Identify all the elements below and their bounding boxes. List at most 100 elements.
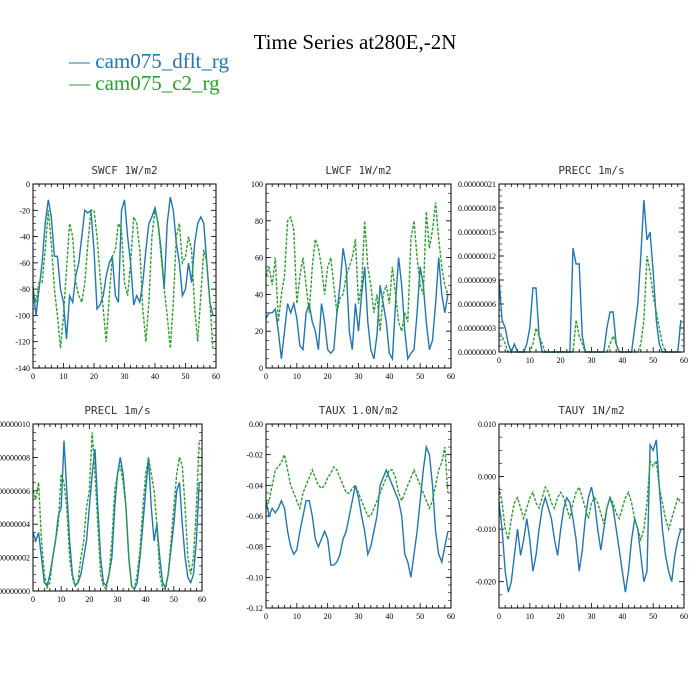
- x-tick-label: 20: [324, 372, 332, 381]
- plot-frame: [32, 183, 217, 369]
- y-tick-label: 100: [251, 180, 263, 189]
- series-line-cam075_c2_rg: [265, 202, 449, 332]
- x-tick-label: 30: [355, 612, 363, 621]
- x-tick-label: 50: [649, 356, 657, 365]
- x-tick-label: 10: [60, 372, 68, 381]
- series-line-cam075_dflt_rg: [265, 248, 449, 362]
- x-tick-label: 0: [497, 612, 501, 621]
- y-tick-label: -100: [15, 311, 30, 320]
- y-tick-label: 0.00000009: [458, 276, 496, 285]
- y-tick-label: 0.00000006: [458, 300, 496, 309]
- y-tick-label: -20: [19, 206, 30, 215]
- y-tick-label: 0.00000008: [0, 453, 30, 462]
- chart-panel-4: PRECL 1m/s 0 10 20 30 40 50 60 0.00000000 0.00000…: [0, 404, 206, 604]
- series-line-cam075_c2_rg: [265, 446, 449, 517]
- y-tick-label: -0.020: [475, 578, 496, 587]
- y-tick-label: 0.00000003: [458, 324, 496, 333]
- y-tick-label: 0.00000000: [0, 587, 30, 596]
- series-line-cam075_dflt_rg: [498, 199, 682, 354]
- y-tick-label: -80: [19, 285, 30, 294]
- plot-frame: [498, 423, 685, 609]
- y-tick-label: -60: [19, 259, 30, 268]
- x-tick-label: 50: [649, 612, 657, 621]
- x-tick-label: 60: [212, 372, 220, 381]
- plot-frame: [265, 423, 452, 609]
- y-tick-label: 40: [255, 290, 263, 299]
- y-tick-label: 0.00000000: [458, 348, 496, 357]
- y-tick-label: 0.000: [478, 473, 496, 482]
- y-tick-label: 20: [255, 327, 263, 336]
- figure-title: Time Series at280E,-2N: [254, 30, 457, 54]
- x-tick-label: 10: [526, 356, 534, 365]
- x-tick-label: 60: [680, 356, 688, 365]
- x-tick-label: 10: [293, 612, 301, 621]
- plot-frame: [265, 183, 452, 369]
- y-tick-label: 0.00000021: [458, 180, 496, 189]
- series-line-cam075_c2_rg: [32, 432, 200, 591]
- x-tick-label: 50: [170, 595, 178, 604]
- x-tick-label: 30: [121, 372, 129, 381]
- panel-title: PRECC 1m/s: [558, 164, 624, 177]
- y-tick-label: 0.00000006: [0, 487, 30, 496]
- x-tick-label: 0: [264, 372, 268, 381]
- x-tick-label: 10: [293, 372, 301, 381]
- x-tick-label: 30: [588, 356, 596, 365]
- x-tick-label: 40: [151, 372, 159, 381]
- x-tick-label: 40: [385, 612, 393, 621]
- x-tick-label: 20: [90, 372, 98, 381]
- x-tick-label: 50: [182, 372, 190, 381]
- y-tick-label: -0.010: [475, 525, 496, 534]
- panel-title: TAUX 1.0N/m2: [319, 404, 398, 417]
- x-tick-label: 0: [31, 595, 35, 604]
- y-tick-label: 0: [259, 364, 263, 373]
- x-tick-label: 30: [355, 372, 363, 381]
- chart-panel-2: LWCF 1W/m2 0 10 20 30 40 50 60 0 20 40 60 80 100: [251, 164, 455, 381]
- x-tick-label: 30: [588, 612, 596, 621]
- y-tick-label: 0.010: [478, 420, 496, 429]
- y-tick-label: 0.00000004: [0, 520, 30, 529]
- x-tick-label: 10: [526, 612, 534, 621]
- y-tick-label: 0.00000012: [458, 252, 496, 261]
- series-line-cam075_dflt_rg: [498, 439, 682, 593]
- y-tick-label: -120: [15, 338, 30, 347]
- x-tick-label: 20: [85, 595, 93, 604]
- chart-panel-5: TAUX 1.0N/m2 0 10 20 30 40 50 60 0.00 -0.02 -0.04 -…: [246, 404, 455, 621]
- x-tick-label: 10: [57, 595, 65, 604]
- y-tick-label: 0.00000002: [0, 554, 30, 563]
- x-tick-label: 50: [416, 372, 424, 381]
- y-tick-label: -0.04: [246, 481, 263, 490]
- y-tick-label: -0.12: [246, 604, 263, 613]
- x-tick-label: 40: [385, 372, 393, 381]
- y-tick-label: -140: [15, 364, 30, 373]
- y-tick-label: 0.00000015: [458, 228, 496, 237]
- y-tick-label: -40: [19, 233, 30, 242]
- x-tick-label: 60: [198, 595, 206, 604]
- x-tick-label: 0: [264, 612, 268, 621]
- chart-panel-6: TAUY 1N/m2 0 10 20 30 40 50 60 0.010 0.000 -0.010 -…: [475, 404, 688, 621]
- series-line-cam075_dflt_rg: [32, 196, 214, 340]
- y-tick-label: -0.10: [246, 573, 263, 582]
- chart-panel-3: PRECC 1m/s 0 10 20 30 40 50 60 0.00000000 0.00000…: [458, 164, 688, 365]
- y-tick-label: -0.06: [246, 512, 263, 521]
- x-tick-label: 20: [557, 356, 565, 365]
- series-line-cam075_c2_rg: [498, 458, 682, 543]
- series-line-cam075_c2_rg: [32, 209, 214, 349]
- x-tick-label: 20: [557, 612, 565, 621]
- x-tick-label: 20: [324, 612, 332, 621]
- y-tick-label: -0.08: [246, 543, 263, 552]
- x-tick-label: 50: [416, 612, 424, 621]
- y-tick-label: 0.00000010: [0, 420, 30, 429]
- x-tick-label: 40: [142, 595, 150, 604]
- x-tick-label: 30: [114, 595, 122, 604]
- plot-frame: [32, 423, 203, 592]
- y-tick-label: 80: [255, 217, 263, 226]
- series-line-cam075_dflt_rg: [265, 444, 449, 578]
- x-tick-label: 60: [447, 372, 455, 381]
- x-tick-label: 0: [31, 372, 35, 381]
- panel-title: TAUY 1N/m2: [558, 404, 624, 417]
- y-tick-label: 0: [26, 180, 30, 189]
- panel-title: SWCF 1W/m2: [91, 164, 157, 177]
- x-tick-label: 60: [447, 612, 455, 621]
- y-tick-label: 0.00000018: [458, 204, 496, 213]
